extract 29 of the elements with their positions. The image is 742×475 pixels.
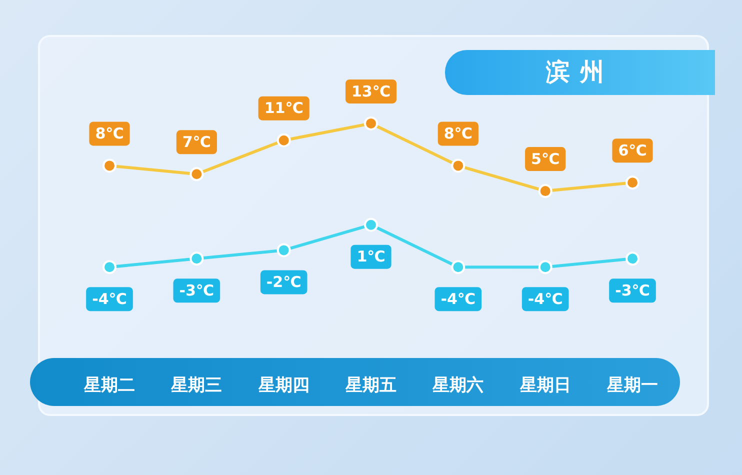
x-tick-label: 星期六 xyxy=(432,376,484,396)
chart-title: 滨州 xyxy=(445,50,715,95)
point xyxy=(276,243,291,258)
point xyxy=(364,218,378,232)
point xyxy=(538,260,552,274)
x-tick-label: 星期四 xyxy=(257,376,310,396)
point xyxy=(190,252,204,266)
point xyxy=(451,260,466,274)
x-tick-label: 星期五 xyxy=(344,376,396,396)
data-label: 8℃ xyxy=(95,124,124,143)
data-label: 13℃ xyxy=(351,82,391,100)
data-label: -3℃ xyxy=(179,282,214,300)
data-label: -3℃ xyxy=(615,282,650,300)
point xyxy=(626,252,640,266)
x-tick-label: 星期日 xyxy=(518,376,571,396)
x-tick-label: 星期一 xyxy=(606,376,658,396)
x-tick-label: 星期三 xyxy=(170,376,222,396)
data-label: 1℃ xyxy=(356,248,386,266)
data-label: -4℃ xyxy=(440,290,476,308)
point xyxy=(102,260,116,274)
x-tick-label: 星期二 xyxy=(83,376,135,396)
data-label: -4℃ xyxy=(92,290,127,308)
data-label: -2℃ xyxy=(266,273,302,292)
data-label: 5℃ xyxy=(531,150,560,168)
data-label: -4℃ xyxy=(528,290,563,308)
data-label: 7℃ xyxy=(182,133,211,152)
data-label: 8℃ xyxy=(444,124,472,143)
data-label: 11℃ xyxy=(264,99,304,118)
data-label: 6℃ xyxy=(618,141,647,160)
